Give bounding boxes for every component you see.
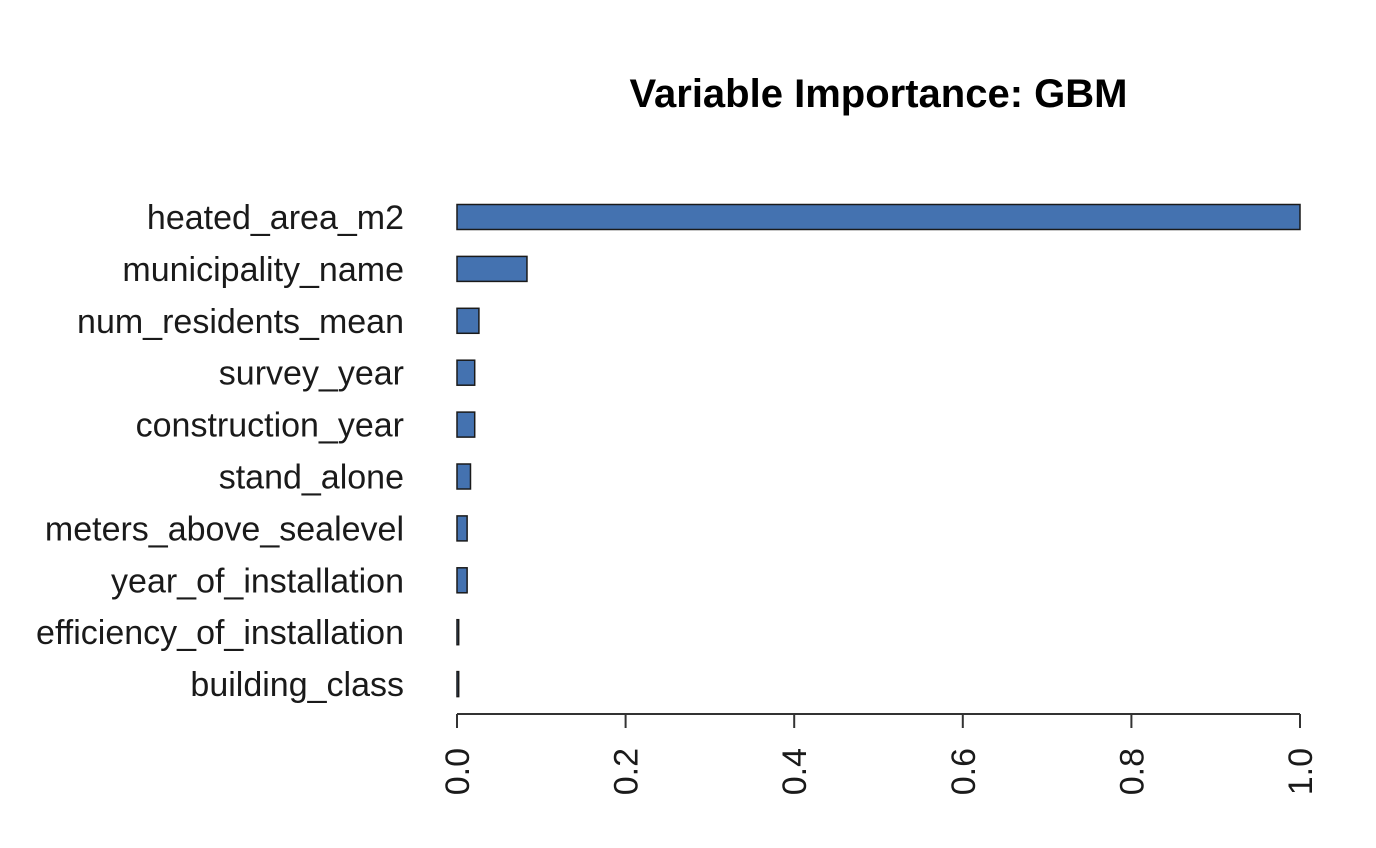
category-label: survey_year xyxy=(219,355,404,393)
x-axis: 0.0 0.2 0.4 0.6 0.8 1.0 xyxy=(439,713,1320,795)
bar-municipality-name xyxy=(456,255,528,283)
category-label: municipality_name xyxy=(122,251,404,289)
category-label: construction_year xyxy=(136,407,404,445)
bar-stand-alone xyxy=(456,463,472,490)
bars-group xyxy=(456,203,1301,698)
category-label: heated_area_m2 xyxy=(147,199,404,237)
bar-building-class xyxy=(456,670,460,698)
category-label: stand_alone xyxy=(219,459,404,497)
bar-heated-area-m2 xyxy=(456,203,1301,231)
bar-efficiency-of-installation xyxy=(456,618,460,646)
bar-year-of-installation xyxy=(456,567,468,594)
category-labels: heated_area_m2 municipality_name num_resid… xyxy=(36,199,404,704)
category-label: efficiency_of_installation xyxy=(36,614,404,652)
x-tick-label: 0.2 xyxy=(608,748,646,795)
category-label: building_class xyxy=(190,666,404,704)
x-tick-label: 1.0 xyxy=(1282,748,1320,795)
chart-title: Variable Importance: GBM xyxy=(629,72,1128,116)
bar-survey-year xyxy=(456,359,476,386)
x-tick-label: 0.8 xyxy=(1113,748,1151,795)
bar-construction-year xyxy=(456,411,476,438)
category-label: num_residents_mean xyxy=(77,303,404,341)
x-tick-label: 0.0 xyxy=(439,748,477,795)
category-label: meters_above_sealevel xyxy=(45,510,404,548)
x-tick-label: 0.6 xyxy=(945,748,983,795)
category-label: year_of_installation xyxy=(111,562,404,600)
x-tick-label: 0.4 xyxy=(776,748,814,795)
bar-meters-above-sealevel xyxy=(456,515,468,542)
bar-num-residents-mean xyxy=(456,307,480,335)
